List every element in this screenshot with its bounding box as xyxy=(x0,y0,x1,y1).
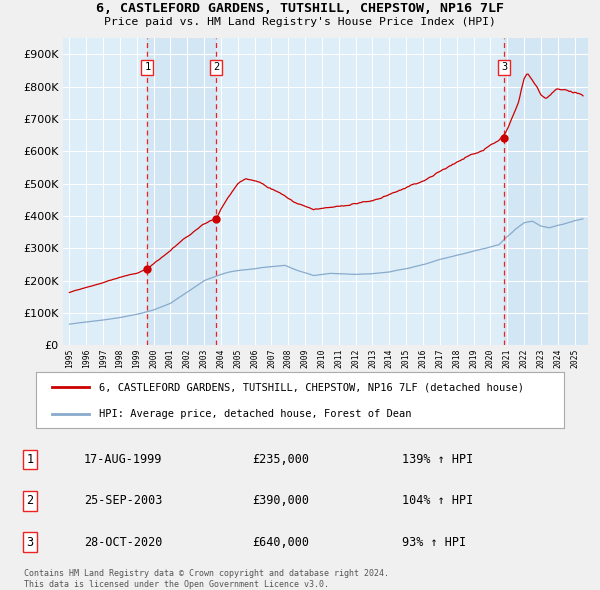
Text: 2024: 2024 xyxy=(553,348,562,368)
Text: 2010: 2010 xyxy=(317,348,326,368)
Text: 6, CASTLEFORD GARDENS, TUTSHILL, CHEPSTOW, NP16 7LF (detached house): 6, CASTLEFORD GARDENS, TUTSHILL, CHEPSTO… xyxy=(100,382,524,392)
Text: 2005: 2005 xyxy=(233,348,242,368)
Text: 25-SEP-2003: 25-SEP-2003 xyxy=(84,494,163,507)
Text: 104% ↑ HPI: 104% ↑ HPI xyxy=(402,494,473,507)
Text: 2019: 2019 xyxy=(469,348,478,368)
Text: 3: 3 xyxy=(26,536,34,549)
Text: 1: 1 xyxy=(26,453,34,466)
Text: 2015: 2015 xyxy=(401,348,410,368)
Text: 1: 1 xyxy=(144,63,151,73)
Text: 2017: 2017 xyxy=(436,348,445,368)
Text: 2003: 2003 xyxy=(200,348,209,368)
Text: 1998: 1998 xyxy=(115,348,124,368)
Text: £235,000: £235,000 xyxy=(252,453,309,466)
Text: 3: 3 xyxy=(501,63,507,73)
Text: £640,000: £640,000 xyxy=(252,536,309,549)
Text: 2012: 2012 xyxy=(351,348,360,368)
Text: 2011: 2011 xyxy=(334,348,343,368)
Text: 28-OCT-2020: 28-OCT-2020 xyxy=(84,536,163,549)
Bar xyxy=(504,38,588,345)
Text: 17-AUG-1999: 17-AUG-1999 xyxy=(84,453,163,466)
Text: 93% ↑ HPI: 93% ↑ HPI xyxy=(402,536,466,549)
Text: 2009: 2009 xyxy=(301,348,310,368)
Text: 1997: 1997 xyxy=(98,348,107,368)
Text: 2001: 2001 xyxy=(166,348,175,368)
Text: Price paid vs. HM Land Registry's House Price Index (HPI): Price paid vs. HM Land Registry's House … xyxy=(104,17,496,27)
Text: 2014: 2014 xyxy=(385,348,394,368)
Text: 1999: 1999 xyxy=(132,348,141,368)
Text: 2: 2 xyxy=(26,494,34,507)
Text: 2008: 2008 xyxy=(284,348,293,368)
Text: 2013: 2013 xyxy=(368,348,377,368)
Text: 2002: 2002 xyxy=(183,348,192,368)
Text: 2016: 2016 xyxy=(418,348,427,368)
Text: 2006: 2006 xyxy=(250,348,259,368)
Text: 2004: 2004 xyxy=(217,348,226,368)
Text: 2023: 2023 xyxy=(536,348,545,368)
Text: 2: 2 xyxy=(213,63,220,73)
Text: 2000: 2000 xyxy=(149,348,158,368)
Text: £390,000: £390,000 xyxy=(252,494,309,507)
Text: 2025: 2025 xyxy=(570,348,579,368)
Text: 2007: 2007 xyxy=(267,348,276,368)
Bar xyxy=(148,38,217,345)
Text: 2018: 2018 xyxy=(452,348,461,368)
Text: 6, CASTLEFORD GARDENS, TUTSHILL, CHEPSTOW, NP16 7LF: 6, CASTLEFORD GARDENS, TUTSHILL, CHEPSTO… xyxy=(96,2,504,15)
Text: 1996: 1996 xyxy=(82,348,91,368)
Text: HPI: Average price, detached house, Forest of Dean: HPI: Average price, detached house, Fore… xyxy=(100,409,412,419)
Text: 139% ↑ HPI: 139% ↑ HPI xyxy=(402,453,473,466)
Text: Contains HM Land Registry data © Crown copyright and database right 2024.
This d: Contains HM Land Registry data © Crown c… xyxy=(24,569,389,589)
Text: 2021: 2021 xyxy=(503,348,512,368)
Text: 2020: 2020 xyxy=(486,348,495,368)
Text: 1995: 1995 xyxy=(65,348,74,368)
Text: 2022: 2022 xyxy=(520,348,529,368)
